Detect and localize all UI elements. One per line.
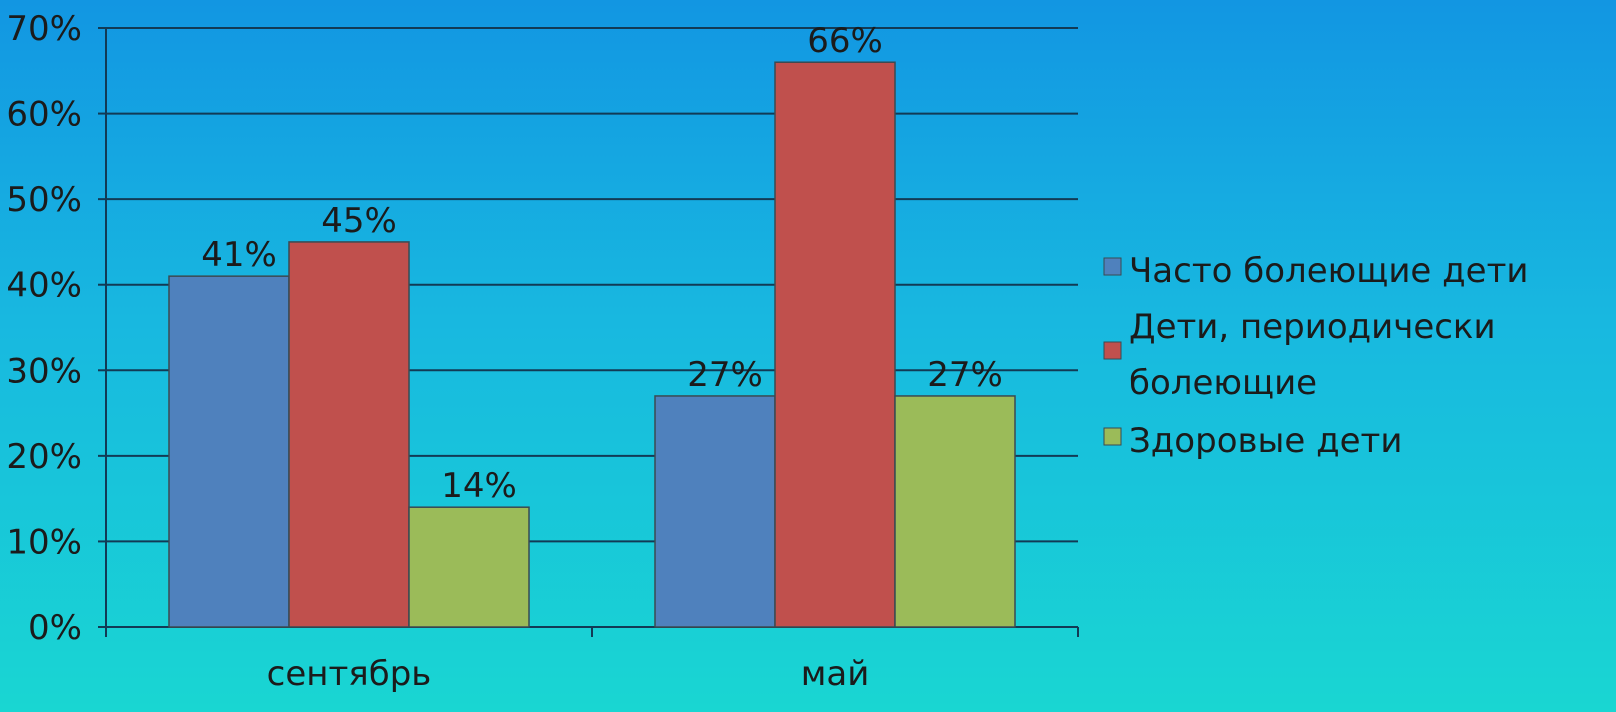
y-axis-tick-labels: 0% 10% 20% 30% 40% 50% 60% 70% xyxy=(6,9,82,648)
bar xyxy=(408,506,530,628)
data-label: 41% xyxy=(201,235,277,275)
y-tick-label: 30% xyxy=(6,351,82,391)
bar xyxy=(654,395,776,628)
bars xyxy=(168,61,1016,628)
data-label: 45% xyxy=(321,201,397,241)
legend-swatch xyxy=(1103,427,1122,446)
legend-label: Дети, периодически xyxy=(1129,307,1496,347)
y-tick-label: 20% xyxy=(6,437,82,477)
legend: Часто болеющие дети Дети, периодически бол… xyxy=(1103,251,1528,461)
bar xyxy=(288,241,410,628)
y-tick-label: 50% xyxy=(6,180,82,220)
y-tick-label: 10% xyxy=(6,522,82,562)
legend-label: Часто болеющие дети xyxy=(1129,251,1528,291)
data-label: 27% xyxy=(687,355,763,395)
data-label: 27% xyxy=(927,355,1003,395)
legend-swatch xyxy=(1103,257,1122,276)
bar xyxy=(774,61,896,628)
y-tick-label: 0% xyxy=(28,608,82,648)
legend-label: Здоровые дети xyxy=(1129,421,1402,461)
x-category-label: май xyxy=(801,654,870,694)
bar xyxy=(168,275,290,628)
y-tick-label: 60% xyxy=(6,95,82,135)
x-category-label: сентябрь xyxy=(267,654,432,694)
y-tick-label: 40% xyxy=(6,266,82,306)
data-labels: 41% 45% 14% 27% 66% 27% xyxy=(201,21,1003,506)
legend-swatch xyxy=(1103,341,1122,360)
data-label: 66% xyxy=(807,21,883,61)
y-tick-label: 70% xyxy=(6,9,82,49)
x-axis-category-labels: сентябрь май xyxy=(267,654,870,694)
legend-label: болеющие xyxy=(1129,363,1317,403)
bar xyxy=(894,395,1016,628)
data-label: 14% xyxy=(441,466,517,506)
